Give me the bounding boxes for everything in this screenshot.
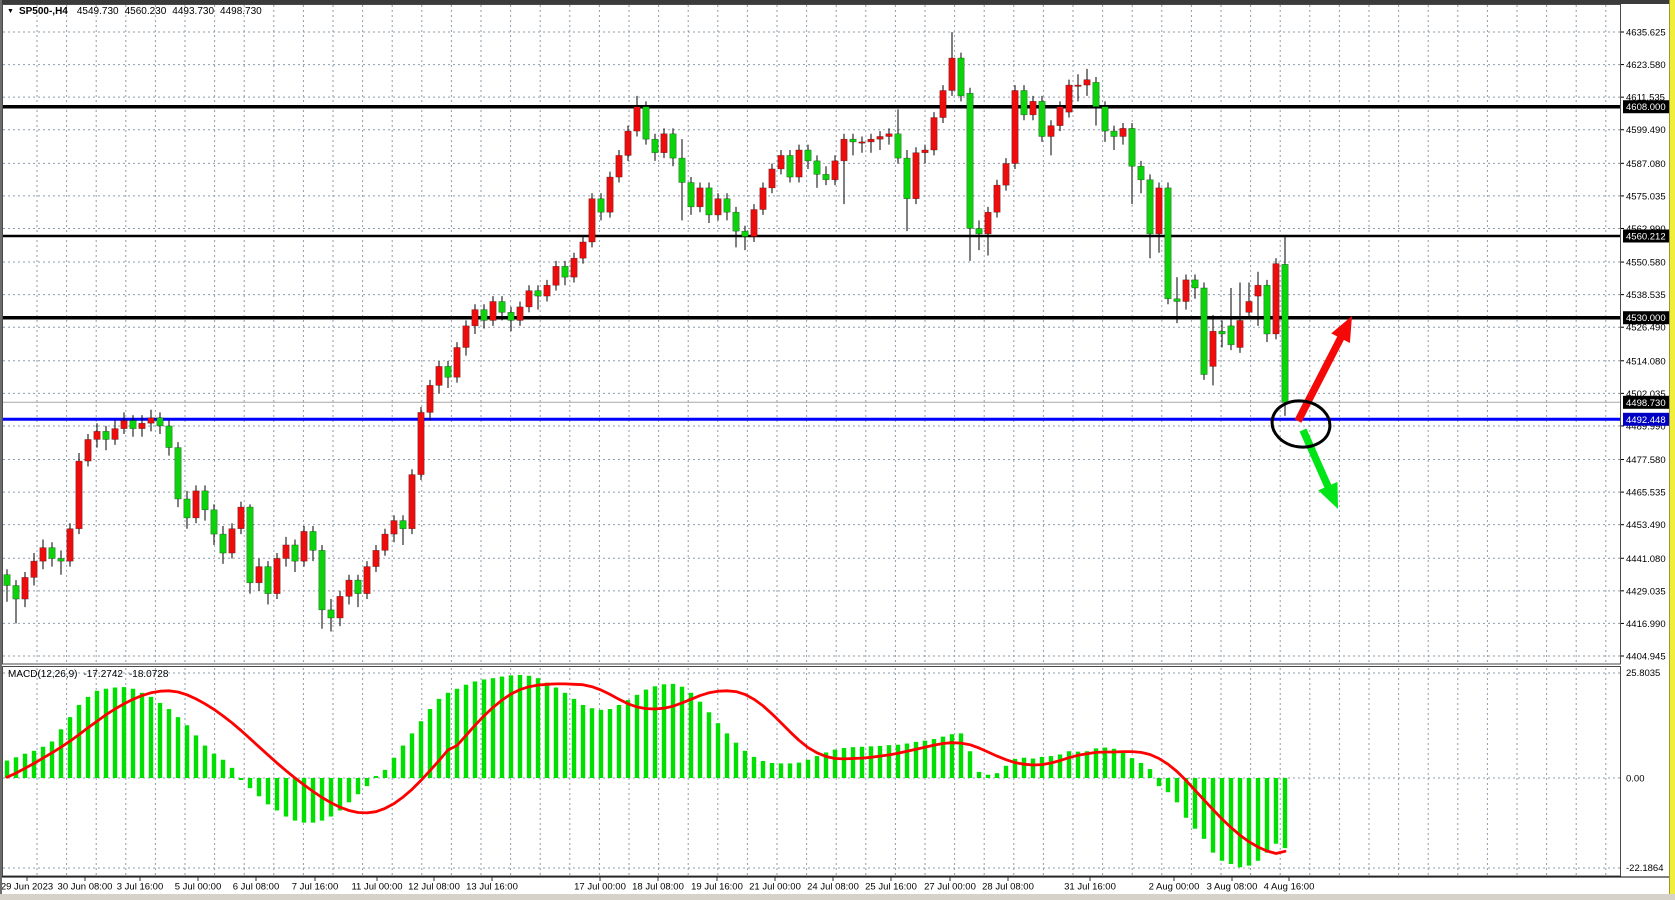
time-tick: 19 Jul 16:00: [691, 882, 743, 893]
bearish-arrow[interactable]: [1299, 428, 1338, 509]
time-tick: 24 Jul 08:00: [807, 882, 859, 893]
time-tick: 25 Jul 16:00: [865, 882, 917, 893]
time-tick: 4 Aug 16:00: [1264, 882, 1315, 893]
symbol-dropdown-icon[interactable]: ▼: [7, 8, 14, 15]
price-tick: 4575.035: [1626, 191, 1666, 202]
window-left-border: [0, 0, 2, 894]
time-tick: 12 Jul 08:00: [408, 882, 460, 893]
price-label-box: [1623, 229, 1673, 243]
price-tick: 4538.535: [1626, 290, 1666, 301]
window-bottom-border: [0, 894, 1675, 900]
price-tick: 4429.035: [1626, 586, 1666, 597]
price-tick: 4404.945: [1626, 652, 1666, 663]
price-tick: 4526.490: [1626, 323, 1666, 334]
time-tick: 17 Jul 00:00: [574, 882, 626, 893]
price-tick: 4611.535: [1626, 93, 1665, 104]
price-label-box: [1623, 311, 1673, 325]
ohlc-open: 4549.730: [76, 6, 119, 17]
decision-point-ellipse[interactable]: [1269, 397, 1333, 451]
price-tick: 4477.580: [1626, 455, 1666, 466]
price-tick: 4453.490: [1626, 520, 1666, 531]
macd-axis-tick: 0.00: [1626, 774, 1645, 785]
price-label-boxes: 4608.000 4560.212 4530.000 4498.730 4492.448: [1623, 100, 1673, 426]
chart-header: ▼ SP500-,H4 4549.730 4560.230 4493.730 4498.7…: [7, 6, 268, 17]
price-tick: 4562.990: [1626, 224, 1666, 235]
price-tick: 4587.080: [1626, 159, 1666, 170]
price-label-text: 4498.730: [1626, 398, 1666, 409]
time-tick: 30 Jun 08:00: [58, 882, 113, 893]
ohlc-low: 4493.730: [172, 6, 215, 17]
price-label-box: [1623, 412, 1673, 426]
window-top-border: [0, 0, 1675, 4]
candles-layer: [3, 32, 1289, 632]
price-tick: 4635.625: [1626, 28, 1666, 39]
macd-signal-line: [5, 682, 1287, 855]
ohlc-close: 4498.730: [220, 6, 262, 17]
price-label-text: 4530.000: [1626, 313, 1666, 324]
price-label-text: 4608.000: [1626, 102, 1666, 113]
time-tick: 31 Jul 16:00: [1064, 882, 1116, 893]
trend-annotations[interactable]: [1269, 316, 1352, 509]
time-tick: 5 Jul 00:00: [175, 882, 221, 893]
price-label-text: 4492.448: [1626, 415, 1666, 426]
price-tick: 4514.080: [1626, 356, 1666, 367]
time-axis[interactable]: 29 Jun 2023 30 Jun 08:00 3 Jul 16:00 5 Jul …: [1, 877, 1315, 893]
time-tick: 13 Jul 16:00: [466, 882, 518, 893]
macd-signal-value: -18.0728: [128, 669, 169, 680]
macd-axis-tick: 25.8035: [1626, 668, 1660, 679]
macd-histogram: [4, 674, 1288, 868]
time-tick: 28 Jul 08:00: [982, 882, 1034, 893]
price-label-box: [1623, 100, 1673, 114]
time-tick: 7 Jul 16:00: [292, 882, 338, 893]
price-tick: 4623.580: [1626, 60, 1666, 71]
time-tick: 18 Jul 08:00: [632, 882, 684, 893]
time-tick: 11 Jul 00:00: [351, 882, 402, 893]
price-tick: 4416.990: [1626, 619, 1666, 630]
ohlc-high: 4560.230: [124, 6, 167, 17]
time-tick: 6 Jul 08:00: [233, 882, 279, 893]
symbol-period-label[interactable]: SP500-,H4: [18, 6, 68, 17]
price-label-box: [1623, 395, 1673, 409]
level-lines-over[interactable]: [3, 401, 1620, 421]
time-tick: 2 Aug 00:00: [1149, 882, 1200, 893]
price-tick: 4599.490: [1626, 125, 1666, 136]
pane-borders: [0, 4, 1670, 878]
price-tick: 4441.080: [1626, 554, 1666, 565]
price-tick: 4502.035: [1626, 389, 1666, 400]
macd-axis-tick: -22.1864: [1626, 863, 1664, 874]
bullish-arrow[interactable]: [1294, 316, 1352, 423]
price-label-text: 4560.212: [1626, 231, 1666, 242]
time-tick: 27 Jul 00:00: [924, 882, 976, 893]
time-tick: 29 Jun 2023: [1, 882, 53, 893]
price-tick: 4489.990: [1626, 421, 1666, 432]
macd-main-value: -17.2742: [83, 669, 123, 680]
macd-axis[interactable]: 25.8035 0.00 -22.1864: [1626, 668, 1664, 874]
price-tick: 4550.580: [1626, 258, 1666, 269]
window-right-edge: [1669, 0, 1675, 900]
macd-name: MACD(12,26,9): [8, 669, 78, 680]
time-tick: 3 Jul 16:00: [117, 882, 163, 893]
time-tick: 21 Jul 00:00: [749, 882, 801, 893]
macd-indicator-label: MACD(12,26,9) -17.2742 -18.0728: [8, 669, 174, 680]
time-tick: 3 Aug 08:00: [1207, 882, 1258, 893]
price-tick: 4465.535: [1626, 488, 1666, 499]
